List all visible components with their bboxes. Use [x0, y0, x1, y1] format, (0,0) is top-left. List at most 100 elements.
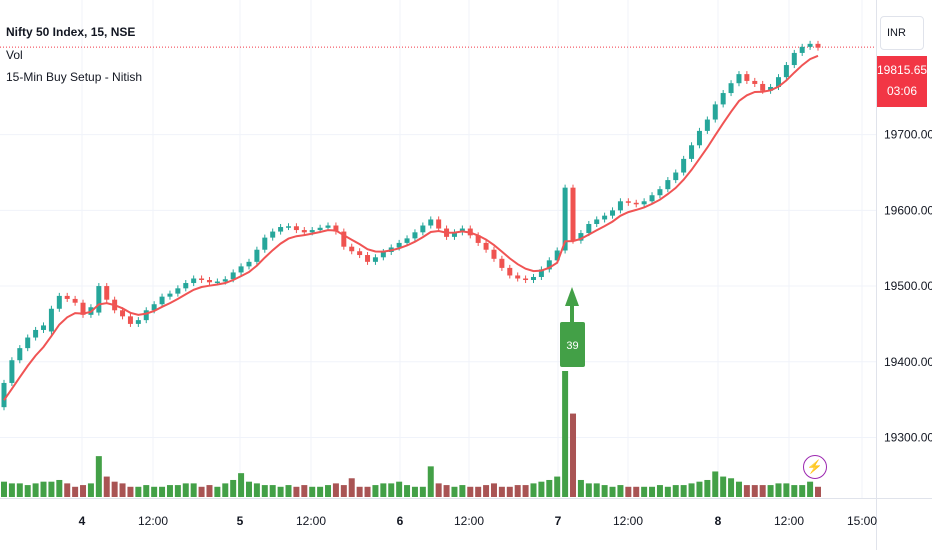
volume-bar	[32, 483, 39, 497]
volume-bar	[372, 485, 379, 497]
volume-bar	[151, 486, 158, 497]
candle-body	[254, 249, 260, 262]
volume-bar	[570, 413, 577, 497]
candle-body	[404, 238, 410, 243]
volume-bar	[159, 486, 166, 497]
candle-body	[641, 201, 647, 205]
volume-bar	[198, 486, 205, 497]
candle-body	[633, 202, 639, 205]
volume-bar	[206, 485, 213, 497]
candle-body	[594, 219, 600, 224]
x-tick-label: 5	[237, 514, 244, 528]
candle-body	[64, 295, 70, 299]
volume-bar	[87, 483, 94, 497]
chart-title[interactable]: Nifty 50 Index, 15, NSE	[6, 25, 136, 39]
candle-body	[617, 201, 623, 211]
volume-bar	[261, 485, 268, 497]
candle-body	[499, 258, 505, 268]
candle-body	[301, 230, 307, 233]
volume-bar	[664, 486, 671, 497]
candle-body	[712, 104, 718, 120]
candle-body	[530, 276, 536, 281]
indicator-legend[interactable]: 15-Min Buy Setup - Nitish	[6, 70, 143, 84]
candle-body	[143, 310, 149, 321]
volume-bar	[704, 479, 711, 497]
candle-body	[191, 278, 197, 284]
volume-bar	[411, 486, 418, 497]
candle-body	[96, 286, 102, 313]
volume-bar	[301, 485, 308, 497]
volume-bar	[404, 485, 411, 497]
volume-bar	[56, 479, 63, 497]
x-tick-label: 8	[715, 514, 722, 528]
x-tick-label: 12:00	[454, 514, 484, 528]
y-tick-label: 19500.00	[884, 279, 932, 293]
volume-legend[interactable]: Vol	[6, 48, 23, 62]
x-tick-label: 12:00	[774, 514, 804, 528]
lightning-bolt-icon[interactable]: ⚡	[803, 455, 827, 479]
volume-bar	[656, 485, 663, 497]
volume-bar	[16, 483, 23, 497]
x-tick-label: 4	[79, 514, 86, 528]
x-tick-label: 12:00	[296, 514, 326, 528]
candle-body	[127, 316, 133, 324]
volume-bar	[799, 485, 806, 497]
candle-body	[451, 232, 457, 237]
candle-body	[349, 246, 355, 252]
volume-bar	[538, 481, 545, 497]
currency-button[interactable]: INR	[880, 16, 924, 50]
volume-bar	[641, 486, 648, 497]
volume-bar	[672, 485, 679, 497]
candle-body	[728, 83, 734, 94]
volume-bar	[514, 485, 521, 497]
volume-bar	[593, 483, 600, 497]
volume-bar	[48, 481, 55, 497]
volume-bar	[427, 466, 434, 497]
volume-bar	[530, 483, 537, 497]
candle-body	[720, 93, 726, 105]
candle-body	[507, 267, 513, 276]
candle-body	[238, 266, 244, 273]
candle-body	[681, 158, 687, 173]
candle-body	[167, 293, 173, 297]
last-price-value: 19815.65	[877, 63, 928, 77]
volume-bar	[174, 485, 181, 497]
volume-bar	[435, 483, 442, 497]
candle-body	[538, 269, 544, 277]
candle-body	[317, 227, 323, 231]
volume-bar	[253, 483, 260, 497]
y-tick-label: 19600.00	[884, 203, 932, 217]
candle-body	[341, 231, 347, 247]
candle-body	[246, 261, 252, 267]
candle-body	[704, 119, 710, 131]
volume-bar	[467, 486, 474, 497]
volume-bar	[775, 483, 782, 497]
x-tick-label: 6	[397, 514, 404, 528]
candle-body	[25, 337, 31, 349]
volume-bar	[95, 456, 102, 497]
candle-body	[230, 272, 236, 280]
candle-body	[1, 382, 7, 408]
candle-body	[175, 288, 181, 294]
volume-bar	[214, 486, 221, 497]
candle-body	[570, 187, 576, 241]
candle-body	[325, 225, 331, 228]
volume-bar	[127, 486, 134, 497]
candle-body	[72, 298, 78, 303]
candle-body	[491, 249, 497, 259]
volume-bar	[506, 486, 513, 497]
volume-bar	[222, 483, 229, 497]
volume-bar	[751, 485, 758, 497]
candle-body	[17, 348, 23, 361]
volume-bar	[135, 486, 142, 497]
candle-body	[104, 286, 110, 300]
candle-body	[696, 130, 702, 146]
volume-bar	[143, 485, 150, 497]
candle-body	[610, 210, 616, 216]
candle-body	[562, 187, 568, 251]
x-tick-label: 12:00	[613, 514, 643, 528]
volume-bar	[285, 485, 292, 497]
candle-body	[554, 250, 560, 261]
candle-body	[807, 43, 813, 47]
